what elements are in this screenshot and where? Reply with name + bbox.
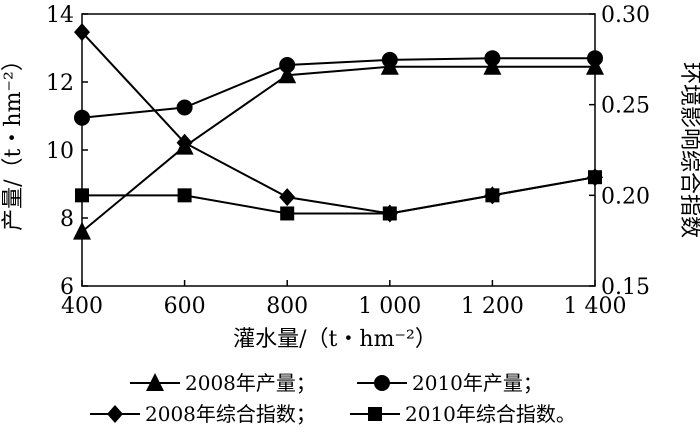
legend-marker xyxy=(374,375,390,391)
x-axis-label: 灌水量/（t・hm⁻²） xyxy=(233,327,437,352)
data-point-circle xyxy=(381,51,398,68)
right-tick-label: 0.15 xyxy=(601,275,650,300)
plot-frame xyxy=(81,13,596,287)
left-tick-label: 8 xyxy=(60,207,74,232)
x-axis-ticks: 400 600 800 1 000 1 200 1 400 xyxy=(61,280,626,319)
x-tick-label: 400 xyxy=(61,294,103,319)
x-tick-label: 1 000 xyxy=(358,294,421,319)
data-point-circle xyxy=(74,109,90,126)
series-2 xyxy=(74,50,603,126)
data-point-diamond xyxy=(74,23,90,42)
plot-area-border xyxy=(81,13,596,287)
right-tick-label: 0.20 xyxy=(601,184,650,209)
series-layer xyxy=(73,23,604,240)
legend-label: 2008年产量； xyxy=(185,371,316,395)
series-1 xyxy=(73,56,604,240)
data-point-circle xyxy=(484,50,501,67)
data-point-square xyxy=(75,188,89,203)
series-line xyxy=(81,65,595,233)
data-point-triangle xyxy=(73,221,91,240)
data-point-square xyxy=(485,188,500,203)
x-tick-label: 800 xyxy=(266,294,308,319)
x-tick-label: 600 xyxy=(164,294,206,319)
legend-item-4: 2010年综合指数。 xyxy=(350,402,576,426)
legend-marker xyxy=(368,407,382,421)
legend-item-2: 2010年产量； xyxy=(357,371,543,395)
data-point-square xyxy=(588,170,602,185)
series-line xyxy=(82,176,596,215)
series-line xyxy=(81,31,596,215)
data-point-diamond xyxy=(176,133,193,152)
series-line xyxy=(81,57,595,119)
series-4 xyxy=(75,170,602,221)
left-tick-label: 10 xyxy=(46,139,74,164)
right-axis-label: 环境影响综合指数 xyxy=(677,62,700,238)
data-point-circle xyxy=(279,57,296,73)
x-tick-label: 1 400 xyxy=(564,294,627,319)
data-point-circle xyxy=(176,99,193,116)
legend-label: 2008年综合指数； xyxy=(145,402,316,426)
left-tick-label: 14 xyxy=(46,3,74,28)
data-point-diamond xyxy=(279,188,296,207)
legend-marker xyxy=(146,373,164,391)
data-point-square xyxy=(382,206,397,221)
left-axis-label: 产量/（t・hm⁻²） xyxy=(1,49,26,231)
right-axis-ticks: 0.15 0.20 0.25 0.30 xyxy=(589,3,650,300)
legend-item-1: 2008年产量； xyxy=(130,371,316,395)
legend-marker xyxy=(107,405,123,423)
legend: 2008年产量； 2010年产量； 2008年综合指数； 2010年综合指数。 xyxy=(90,371,576,426)
legend-item-3: 2008年综合指数； xyxy=(90,402,316,426)
left-tick-label: 12 xyxy=(46,71,74,96)
data-point-triangle xyxy=(278,65,297,84)
right-tick-label: 0.25 xyxy=(601,94,650,119)
data-point-square xyxy=(177,188,192,203)
legend-label: 2010年产量； xyxy=(412,371,543,395)
legend-label: 2010年综合指数。 xyxy=(405,402,576,426)
x-tick-label: 1 200 xyxy=(461,294,524,319)
data-point-circle xyxy=(587,50,603,67)
data-point-square xyxy=(280,206,295,221)
left-axis-ticks: 6 8 10 12 14 xyxy=(46,3,88,300)
series-3 xyxy=(74,23,603,223)
right-tick-label: 0.30 xyxy=(601,3,650,28)
left-tick-label: 6 xyxy=(60,275,74,300)
